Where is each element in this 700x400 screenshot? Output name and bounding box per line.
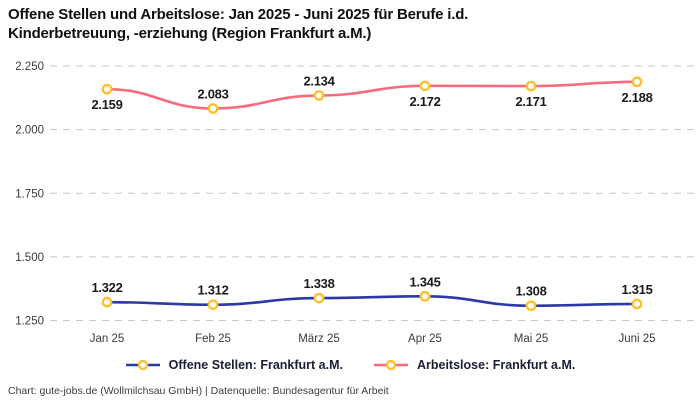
y-tick-label: 1.250 <box>15 316 44 328</box>
data-point-label: 2.159 <box>91 97 122 112</box>
data-point-label: 2.083 <box>197 87 228 102</box>
data-point-label: 1.315 <box>621 282 652 297</box>
legend-line-marker-icon-pink <box>373 359 408 371</box>
data-point-label: 2.134 <box>303 74 335 89</box>
chart-attribution: Chart: gute-jobs.de (Wollmilchsau GmbH) … <box>8 385 389 397</box>
x-tick-label: Mai 25 <box>514 333 549 345</box>
legend-label-arbeitslose: Arbeitslose: Frankfurt a.M. <box>416 358 576 372</box>
x-tick-label: Feb 25 <box>195 333 231 345</box>
chart-title-line-1: Offene Stellen und Arbeitslose: Jan 2025… <box>8 6 469 23</box>
data-point-marker[interactable] <box>207 299 219 311</box>
chart-title: Offene Stellen und Arbeitslose: Jan 2025… <box>8 5 468 43</box>
data-point-marker[interactable] <box>313 90 325 101</box>
data-point-label: 2.172 <box>409 94 440 109</box>
y-tick-label: 2.250 <box>15 61 44 73</box>
data-point-marker[interactable] <box>419 80 431 92</box>
data-point-marker[interactable] <box>207 103 219 114</box>
data-point-marker[interactable] <box>525 80 537 92</box>
x-tick-label: Jan 25 <box>90 333 125 345</box>
chart-legend: Offene Stellen: Frankfurt a.M. Arbeitslo… <box>0 358 700 372</box>
data-point-label: 2.171 <box>515 94 546 109</box>
data-point-marker[interactable] <box>419 290 431 302</box>
data-point-label: 1.322 <box>91 280 122 295</box>
data-point-label: 2.188 <box>621 90 652 105</box>
chart-title-line-2: Kinderbetreuung, -erziehung (Region Fran… <box>8 25 372 42</box>
data-point-label: 1.308 <box>515 284 546 299</box>
data-point-marker[interactable] <box>101 83 113 95</box>
legend-item-arbeitslose[interactable]: Arbeitslose: Frankfurt a.M. <box>373 358 575 372</box>
y-tick-label: 2.000 <box>15 125 44 137</box>
y-tick-label: 1.500 <box>15 252 44 264</box>
data-point-marker[interactable] <box>313 292 325 304</box>
data-point-marker[interactable] <box>101 296 113 308</box>
x-tick-label: Juni 25 <box>618 333 655 345</box>
data-point-marker[interactable] <box>631 298 643 310</box>
series-line <box>105 295 639 308</box>
data-point-label: 1.345 <box>409 274 440 289</box>
legend-label-offene-stellen: Offene Stellen: Frankfurt a.M. <box>168 358 343 372</box>
data-point-label: 1.312 <box>197 283 228 298</box>
data-point-marker[interactable] <box>631 76 643 88</box>
series-line <box>105 80 639 110</box>
legend-item-offene-stellen[interactable]: Offene Stellen: Frankfurt a.M. <box>125 358 343 372</box>
x-tick-label: März 25 <box>298 333 340 345</box>
y-tick-label: 1.750 <box>15 188 44 200</box>
data-point-marker[interactable] <box>525 300 537 312</box>
legend-line-marker-icon-blue <box>125 359 160 371</box>
x-tick-label: Apr 25 <box>408 333 442 345</box>
line-chart-plot: 2.250 2.000 1.750 1.500 1.250 Jan 25 Feb 25 Mär… <box>15 61 694 345</box>
data-point-label: 1.338 <box>303 276 334 291</box>
